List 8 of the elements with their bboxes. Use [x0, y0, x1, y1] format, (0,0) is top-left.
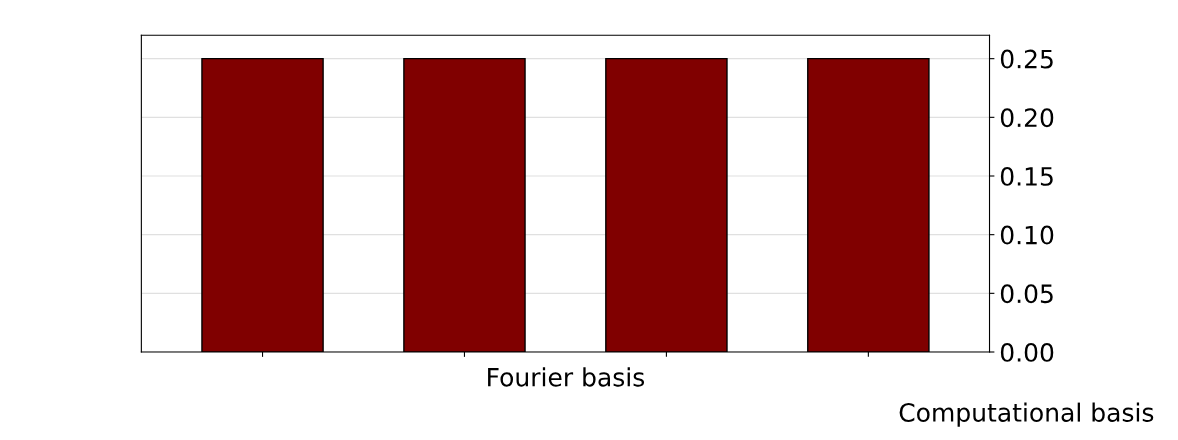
x-axis-title: Fourier basis	[488, 367, 645, 387]
y-tick-label: 0.00	[1000, 342, 1054, 362]
y-tick-label: 0.10	[1000, 225, 1054, 245]
y-tick-label: 0.05	[1000, 284, 1053, 304]
y-tick-label: 0.25	[1000, 49, 1053, 69]
y-tick-label: 0.15	[1000, 166, 1053, 186]
text: Computational basis	[899, 402, 1154, 427]
y-tick-label: 0.20	[1000, 108, 1054, 128]
